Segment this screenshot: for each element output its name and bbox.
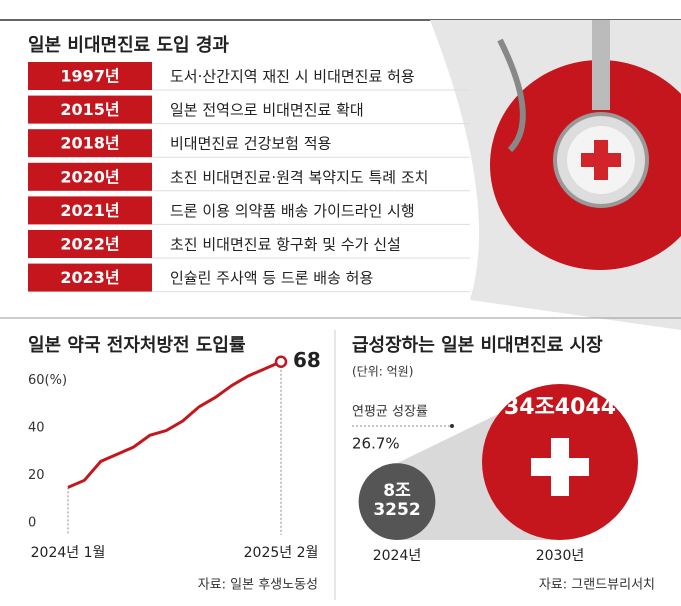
event-label: 일본 전역으로 비대면진료 확대 — [170, 101, 364, 119]
event-label: 인슐린 주사액 등 드론 배송 허용 — [170, 269, 373, 287]
annotation-value: 26.7% — [352, 435, 400, 453]
timeline-title: 일본 비대면진료 도입 경과 — [28, 34, 229, 56]
end-point — [274, 355, 288, 368]
year-label: 2023년 — [60, 268, 119, 287]
y-tick-label: 60(%) — [28, 373, 67, 388]
year-label: 2022년 — [60, 235, 119, 254]
year-box — [28, 196, 152, 225]
chart-title: 일본 약국 전자처방전 도입률 — [28, 334, 246, 356]
x-tick-label: 2030년 — [536, 548, 585, 564]
event-label: 초진 비대면진료·원격 복약지도 특례 조치 — [170, 168, 428, 186]
x-tick-label: 2024년 — [373, 548, 422, 564]
event-label: 비대면진료 건강보험 적용 — [170, 135, 331, 153]
x-tick-label: 2025년 2월 — [244, 545, 319, 561]
data-label: 68 — [293, 348, 321, 372]
annotation-label: 연평균 성장률 — [352, 405, 428, 420]
event-label: 초진 비대면진료 항구화 및 수가 신설 — [170, 236, 401, 254]
annotation-dot — [450, 424, 454, 428]
year-label: 2018년 — [60, 134, 119, 153]
event-label: 도서·산간지역 재진 시 비대면진료 허용 — [170, 68, 415, 86]
unit: (단위: 억원) — [352, 365, 413, 379]
cross — [531, 458, 589, 476]
line — [67, 360, 282, 489]
year-box — [28, 95, 152, 124]
year-box — [28, 62, 152, 90]
stethoscope-illustration — [430, 20, 681, 330]
year-box — [28, 263, 152, 292]
year-label: 1997년 — [60, 67, 119, 86]
value-label: 8조 3252 — [373, 480, 421, 520]
year-label: 2020년 — [60, 167, 119, 186]
y-tick-label: 20 — [28, 468, 45, 483]
y-tick-label: 40 — [28, 421, 45, 436]
year-box — [28, 162, 152, 191]
bubble — [358, 463, 436, 540]
source: 자료: 일본 후생노동성 — [198, 578, 318, 593]
year-label: 2015년 — [60, 100, 119, 119]
year-box — [28, 230, 152, 258]
chart-title: 급성장하는 일본 비대면진료 시장 — [352, 335, 603, 356]
x-tick-label: 2024년 1월 — [31, 545, 106, 561]
source: 자료: 그랜드뷰리서치 — [539, 578, 655, 593]
value-label: 34조4044 — [503, 395, 617, 420]
event-label: 드론 이용 의약품 배송 가이드라인 시행 — [170, 202, 415, 220]
year-box — [28, 129, 152, 158]
y-tick-label: 0 — [28, 516, 36, 531]
year-label: 2021년 — [60, 201, 119, 220]
